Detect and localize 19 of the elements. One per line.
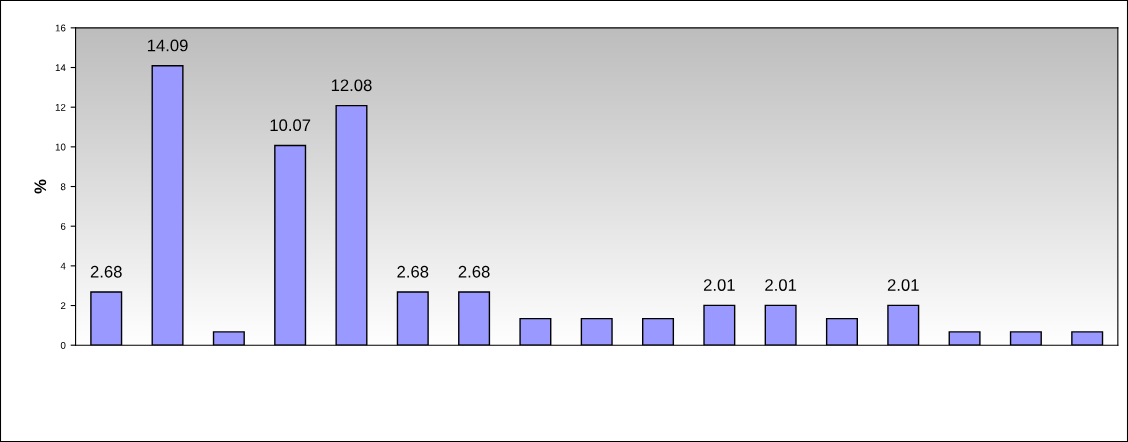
y-tick-label: 14	[55, 64, 66, 72]
y-axis-title: %	[34, 179, 47, 194]
y-tick-label: 2	[60, 302, 66, 310]
data-label: 2.68	[90, 265, 122, 278]
data-label: 14.09	[147, 39, 188, 52]
data-label: 2.01	[703, 279, 735, 291]
y-tick-label: 4	[60, 262, 66, 270]
data-label: 2.01	[765, 279, 797, 291]
data-label: 2.01	[887, 279, 919, 291]
data-label: 12.08	[331, 79, 372, 92]
y-tick-label: 10	[55, 143, 66, 151]
y-tick-label: 16	[55, 24, 66, 32]
y-tick-label: 12	[55, 103, 66, 111]
data-label: 2.68	[458, 265, 490, 278]
y-tick-label: 6	[60, 222, 66, 230]
y-tick-label: 0	[60, 341, 66, 349]
y-tick-label: 8	[60, 183, 66, 191]
data-label: 10.07	[270, 119, 311, 132]
data-label: 2.68	[397, 265, 429, 278]
